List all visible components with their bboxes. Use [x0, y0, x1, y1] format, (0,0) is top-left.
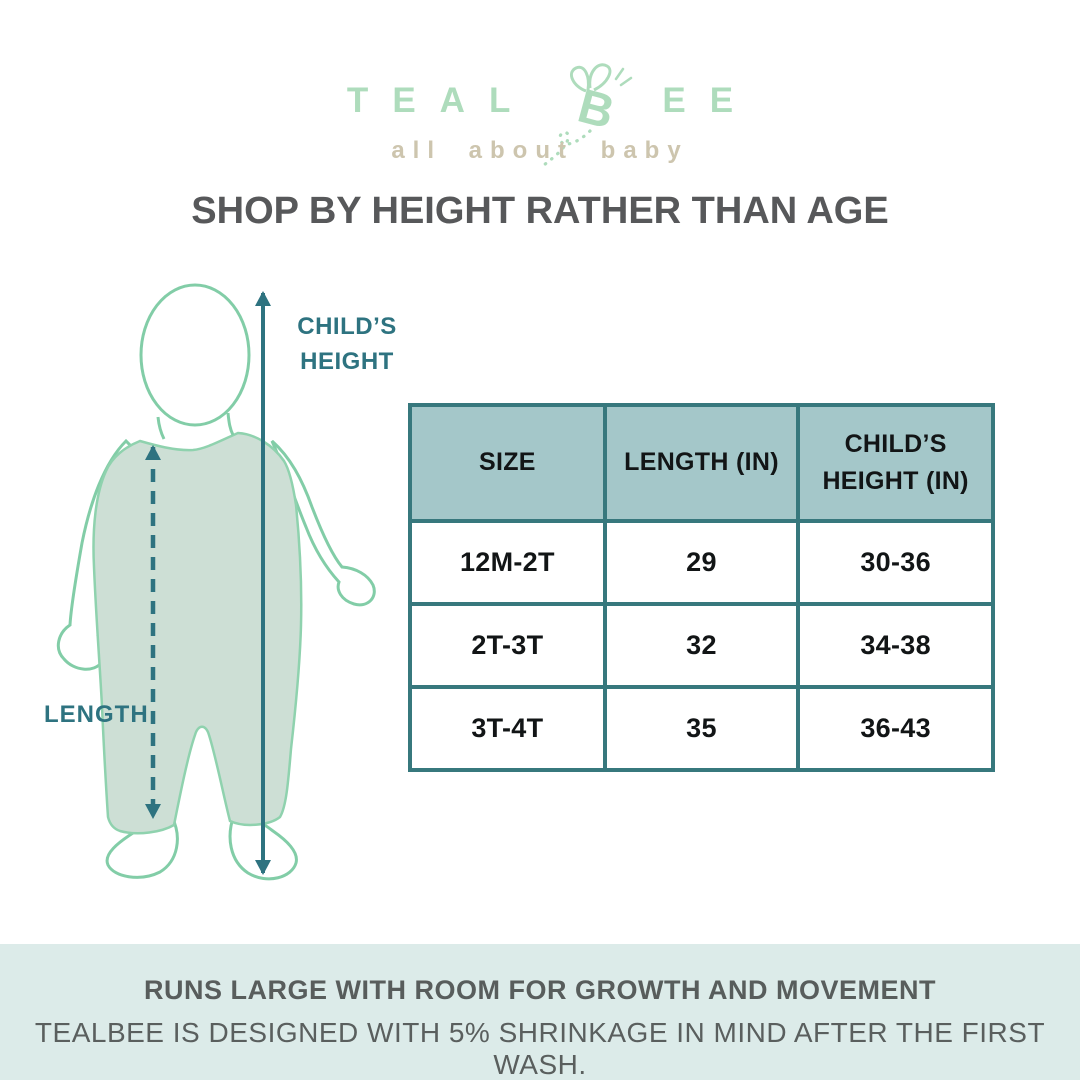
- table-row: 12M-2T 29 30-36: [408, 519, 995, 606]
- baby-head: [139, 283, 251, 427]
- page-title: SHOP BY HEIGHT RATHER THAN AGE: [191, 190, 889, 232]
- table-row: 2T-3T 32 34-38: [408, 602, 995, 689]
- brand-letter: E: [662, 81, 686, 120]
- bee-wing-icon: [588, 63, 612, 92]
- length-label: LENGTH: [44, 701, 149, 728]
- baby-neck-line: [226, 412, 235, 436]
- bee-icon: B: [542, 63, 633, 167]
- baby-neck-line: [156, 416, 166, 440]
- baby-measurement-illustration: [56, 283, 376, 881]
- brand-tagline: all about baby: [391, 137, 689, 164]
- bee-antenna-icon: [620, 76, 633, 87]
- size-cell: 12M-2T: [408, 519, 607, 606]
- brand-logo: T E A L B E E: [0, 63, 1080, 167]
- size-chart-table: SIZE LENGTH (IN) CHILD’S HEIGHT (IN) 12M…: [408, 403, 995, 772]
- bee-trail-icon: [542, 129, 592, 167]
- childs-height-label-line2: HEIGHT: [300, 347, 394, 375]
- childs-height-label: CHILD’S HEIGHT: [286, 310, 408, 380]
- brand-letter: A: [439, 81, 465, 120]
- length-cell: 35: [602, 685, 801, 772]
- column-header-childs-height: CHILD’S HEIGHT (IN): [796, 403, 995, 523]
- length-cell: 32: [602, 602, 801, 689]
- baby-romper: [92, 431, 303, 835]
- height-cell: 36-43: [796, 685, 995, 772]
- brand-letter: T: [346, 81, 369, 120]
- childs-height-label-line1: CHILD’S: [297, 313, 397, 340]
- brand-letter: E: [392, 81, 416, 120]
- baby-right-arm: [270, 439, 376, 607]
- bee-antenna-icon: [615, 67, 625, 81]
- brand-letter: L: [488, 81, 511, 120]
- footer-note-bold: RUNS LARGE WITH ROOM FOR GROWTH AND MOVE…: [144, 975, 936, 1005]
- footer-note-regular: TEALBEE IS DESIGNED WITH 5% SHRINKAGE IN…: [34, 1017, 1046, 1080]
- size-cell: 3T-4T: [408, 685, 607, 772]
- table-row: 3T-4T 35 36-43: [408, 685, 995, 772]
- column-header-size: SIZE: [408, 403, 607, 523]
- footer-banner: RUNS LARGE WITH ROOM FOR GROWTH AND MOVE…: [0, 944, 1080, 1080]
- column-header-length: LENGTH (IN): [602, 403, 801, 523]
- height-cell: 30-36: [796, 519, 995, 606]
- table-header-row: SIZE LENGTH (IN) CHILD’S HEIGHT (IN): [408, 403, 995, 523]
- size-cell: 2T-3T: [408, 602, 607, 689]
- height-cell: 34-38: [796, 602, 995, 689]
- brand-letter: E: [709, 81, 734, 120]
- bee-wing-icon: [570, 65, 591, 93]
- length-cell: 29: [602, 519, 801, 606]
